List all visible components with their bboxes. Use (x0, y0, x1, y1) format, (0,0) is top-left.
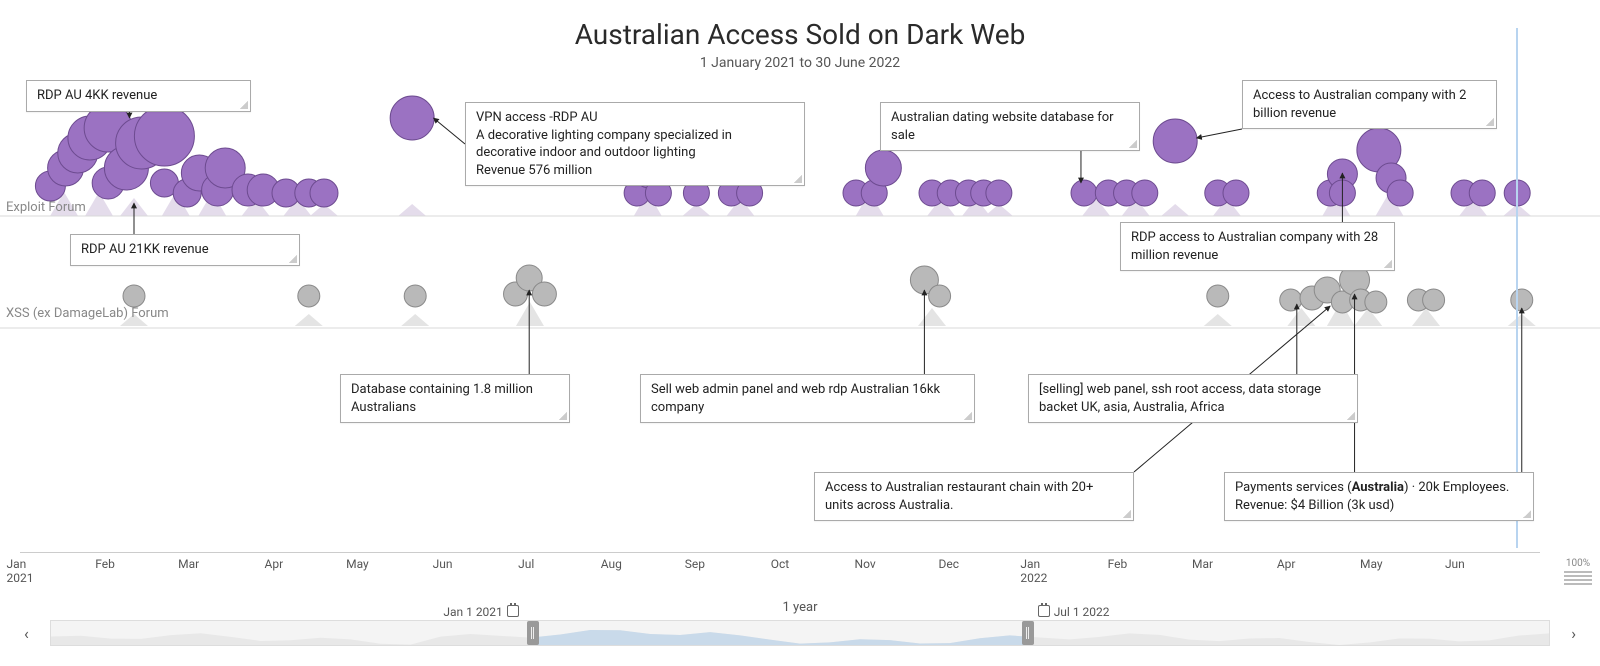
resize-handle-icon[interactable] (559, 412, 567, 420)
mini-track[interactable]: Jan 1 2021Jul 1 2022 (50, 620, 1550, 646)
resize-handle-icon[interactable] (1123, 510, 1131, 518)
resize-handle-icon[interactable] (1523, 510, 1531, 518)
data-point[interactable] (390, 96, 434, 140)
callout-c3[interactable]: VPN access -RDP AU A decorative lighting… (465, 102, 805, 186)
axis-tick: Feb (1108, 557, 1128, 571)
callout-arrow (1196, 129, 1242, 138)
callout-c6[interactable]: RDP access to Australian company with 28… (1120, 222, 1395, 271)
mini-label-left: Jan 1 2021 (443, 605, 522, 619)
data-point[interactable] (929, 285, 951, 307)
mini-label-right: Jul 1 2022 (1034, 605, 1110, 619)
axis-tick: Nov (855, 557, 876, 571)
axis-tick: Apr (1277, 557, 1296, 571)
resize-handle-icon[interactable] (289, 255, 297, 263)
axis-tick: Jan2022 (1020, 557, 1047, 585)
resize-handle-icon[interactable] (1347, 412, 1355, 420)
callout-c8[interactable]: Sell web admin panel and web rdp Austral… (640, 374, 975, 423)
axis-tick: Feb (95, 557, 115, 571)
data-point[interactable] (310, 179, 338, 207)
mini-range-label: 1 year (783, 600, 818, 615)
callout-c9[interactable]: [selling] web panel, ssh root access, da… (1028, 374, 1358, 423)
mini-handle-right[interactable] (1022, 621, 1034, 645)
zoom-bars-icon (1564, 571, 1592, 587)
band-label-exploit: Exploit Forum (6, 200, 86, 215)
band-label-xss: XSS (ex DamageLab) Forum (6, 306, 169, 321)
resize-handle-icon[interactable] (1384, 260, 1392, 268)
axis-tick: Apr (265, 557, 284, 571)
mini-timeline[interactable]: ‹ › 1 year Jan 1 2021Jul 1 2022 (30, 616, 1570, 650)
axis-tick: Aug (601, 557, 622, 571)
data-point[interactable] (1511, 289, 1533, 311)
data-point[interactable] (865, 150, 901, 186)
axis-tick: Jul (518, 557, 534, 571)
axis-tick: Mar (1192, 557, 1213, 571)
callout-c11[interactable]: Payments services (Australia) · 20k Empl… (1224, 472, 1534, 521)
callout-arrow (433, 118, 465, 144)
axis-tick: Dec (938, 557, 959, 571)
data-point[interactable] (1504, 180, 1530, 206)
axis-tick: Jan2021 (7, 557, 34, 585)
data-point[interactable] (1153, 119, 1197, 163)
data-point[interactable] (532, 282, 556, 306)
callout-c2[interactable]: RDP AU 21KK revenue (70, 234, 300, 266)
callout-c1[interactable]: RDP AU 4KK revenue (26, 80, 251, 112)
axis-tick: Oct (771, 557, 789, 571)
data-point[interactable] (986, 180, 1012, 206)
resize-handle-icon[interactable] (1486, 118, 1494, 126)
axis-tick: May (346, 557, 369, 571)
resize-handle-icon[interactable] (794, 175, 802, 183)
zoom-label: 100% (1566, 558, 1590, 569)
axis-tick: Jun (433, 557, 453, 571)
scroll-left-icon[interactable]: ‹ (24, 624, 29, 643)
callout-c10[interactable]: Access to Australian restaurant chain wi… (814, 472, 1134, 521)
chart-area: Exploit Forum XSS (ex DamageLab) Forum RDP… (0, 18, 1600, 578)
mini-handle-left[interactable] (527, 621, 539, 645)
callout-c5[interactable]: Access to Australian company with 2 bill… (1242, 80, 1497, 129)
resize-handle-icon[interactable] (964, 412, 972, 420)
axis-tick: Jun (1445, 557, 1465, 571)
resize-handle-icon[interactable] (1129, 140, 1137, 148)
data-point[interactable] (1423, 289, 1445, 311)
callout-c7[interactable]: Database containing 1.8 million Australi… (340, 374, 570, 423)
axis-tick: Sep (685, 557, 705, 571)
data-point[interactable] (1365, 291, 1387, 313)
data-point[interactable] (1280, 289, 1302, 311)
calendar-icon (1038, 605, 1050, 617)
data-point[interactable] (1207, 285, 1229, 307)
resize-handle-icon[interactable] (240, 101, 248, 109)
axis-tick: Mar (178, 557, 199, 571)
data-point[interactable] (1071, 180, 1097, 206)
zoom-indicator[interactable]: 100% (1564, 558, 1592, 587)
calendar-icon (507, 605, 519, 617)
data-point[interactable] (404, 285, 426, 307)
scroll-right-icon[interactable]: › (1571, 624, 1576, 643)
mini-wave (51, 625, 1549, 645)
data-point[interactable] (1223, 180, 1249, 206)
data-point[interactable] (298, 285, 320, 307)
data-point[interactable] (1469, 180, 1495, 206)
callout-c4[interactable]: Australian dating website database for s… (880, 102, 1140, 151)
axis-tick: May (1360, 557, 1383, 571)
data-point[interactable] (1387, 180, 1413, 206)
data-point[interactable] (134, 106, 194, 166)
data-point[interactable] (123, 285, 145, 307)
x-axis: Jan2021FebMarAprMayJunJulAugSepOctNovDec… (20, 552, 1540, 592)
data-point[interactable] (1132, 180, 1158, 206)
